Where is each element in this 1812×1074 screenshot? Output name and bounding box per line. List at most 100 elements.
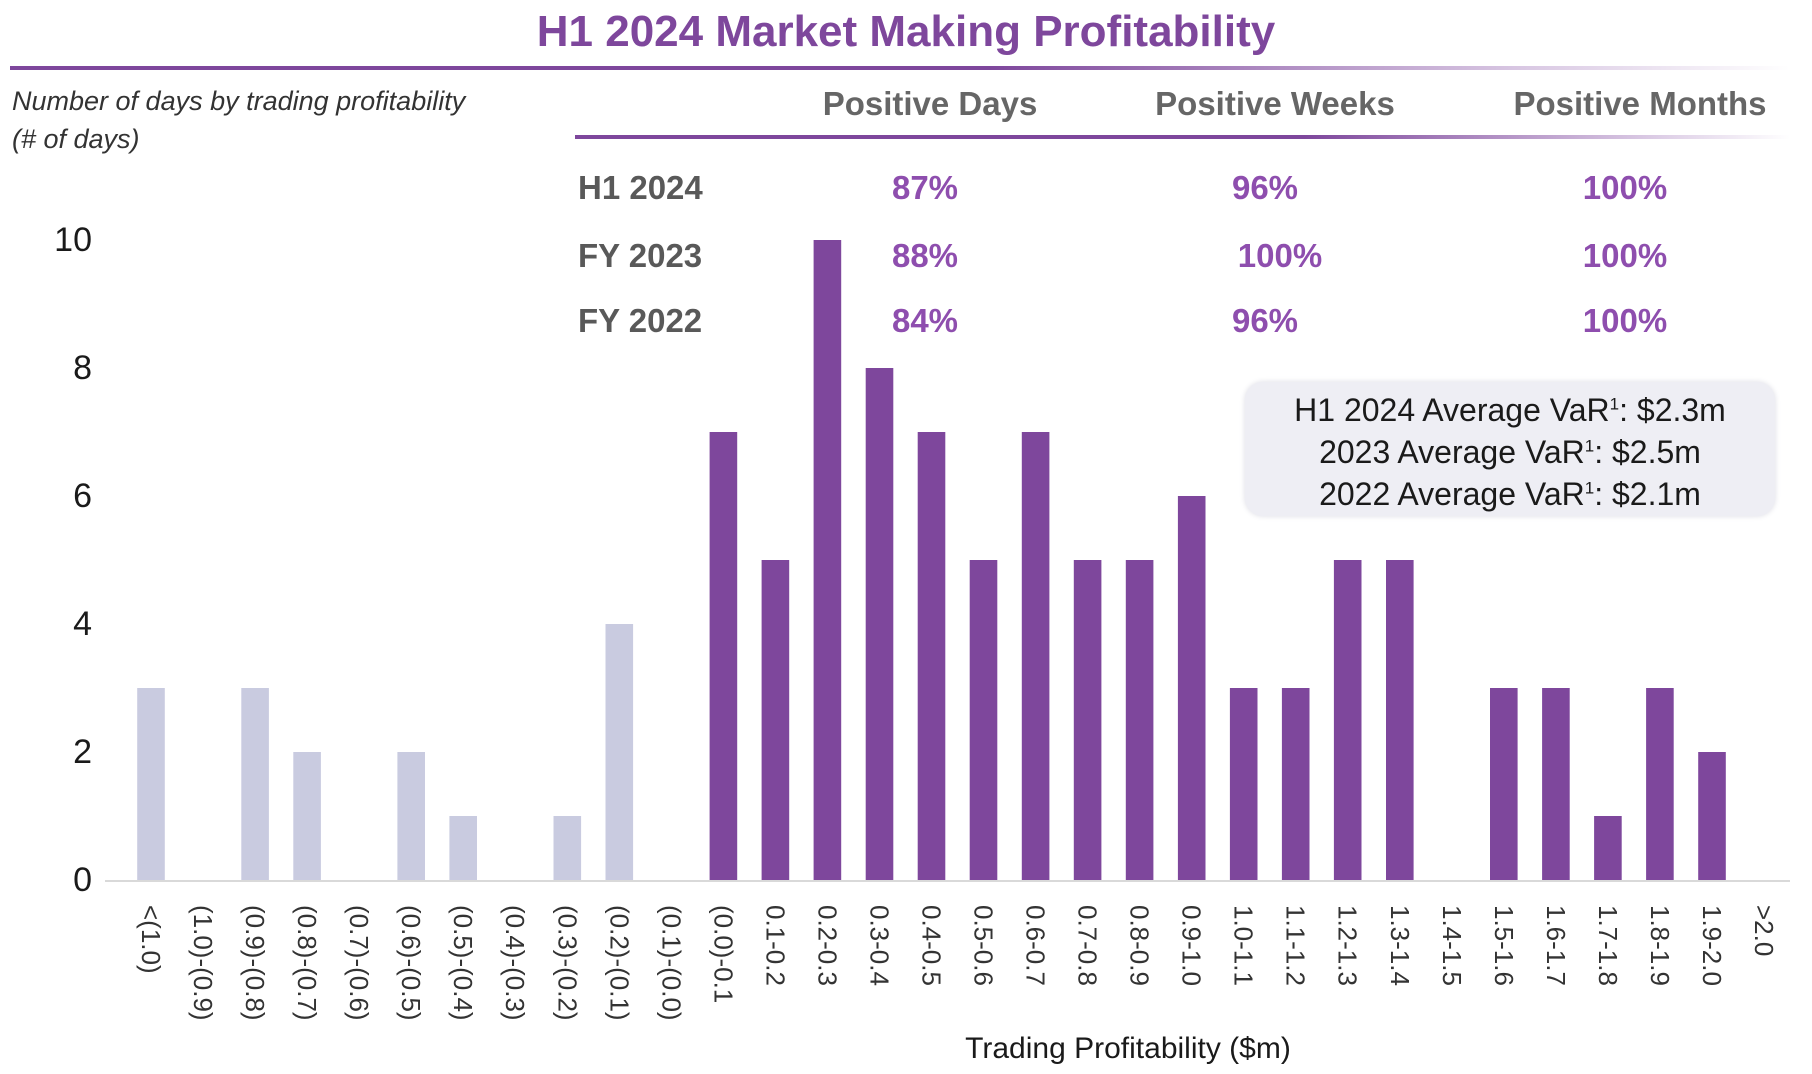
chart-title-text: H1 2024 Market Making Profitability [536,7,1276,56]
x-tick-label: 0.2-0.3 [812,905,842,986]
y-ticks-group: 0 2 4 6 8 10 [54,221,92,899]
stats-col-positive-months: Positive Months [1513,85,1767,122]
var-line-h1-2024-text: H1 2024 Average VaR [1294,392,1610,428]
x-tick-label: 0.9-1.0 [1177,905,1207,986]
bar-30 [1698,752,1726,880]
bar-22 [1281,688,1310,880]
bar-13 [813,240,842,880]
y-tick-label: 2 [73,733,92,771]
var-footnote-marker: 1 [1584,478,1595,498]
bar-19 [1125,560,1154,880]
bar-6 [449,816,477,880]
bar-17 [1021,432,1050,880]
stats-row-label-fy-2022: FY 2022 [578,302,703,339]
x-tick-label: 0.4-0.5 [917,905,947,986]
y-tick-label: 0 [73,861,92,899]
bar-2 [241,688,269,880]
bar-3 [293,752,321,880]
x-tick-label: 1.1-1.2 [1281,905,1311,986]
x-tick-label: 1.9-2.0 [1697,905,1727,986]
x-tick-label: 0.1-0.2 [760,905,790,986]
x-tick-label: (0.0)-0.1 [708,905,738,1003]
var-line-2023: 2023 Average VaR1: $2.5m [1245,431,1775,473]
y-tick-label: 6 [73,477,92,515]
bar-24 [1386,560,1414,880]
x-tick-label: 1.7-1.8 [1593,905,1623,986]
bar-5 [397,752,425,880]
x-tick-label: (1.0)-(0.9) [188,905,218,1021]
y-tick-label: 10 [54,221,92,259]
var-line-h1-2024: H1 2024 Average VaR1: $2.3m [1245,389,1775,431]
bar-8 [553,816,582,880]
x-tick-label: <(1.0) [136,905,166,974]
bars-group [137,240,1726,880]
bar-15 [917,432,946,880]
x-tick-label: (0.9)-(0.8) [240,905,270,1021]
x-tick-label: (0.7)-(0.6) [344,905,374,1021]
x-tick-label: 1.3-1.4 [1385,905,1415,986]
stats-row-label-fy-2023: FY 2023 [578,237,703,274]
x-tick-label: 1.5-1.6 [1489,905,1519,986]
x-tick-label: (0.8)-(0.7) [292,905,322,1021]
bar-27 [1542,688,1570,880]
y-axis-label-line2: (# of days) [12,124,140,154]
stats-col-positive-days: Positive Days [822,85,1038,122]
x-tick-label: 1.2-1.3 [1333,905,1363,986]
stats-row-label-h1-2024: H1 2024 [578,169,703,206]
x-tick-label: 0.3-0.4 [865,905,895,986]
stats-cell-h1-2024-months: 100% [1582,169,1668,206]
x-tick-label: (0.4)-(0.3) [500,905,530,1021]
var-line-2023-text: 2023 Average VaR [1319,434,1585,470]
x-tick-label: 1.0-1.1 [1229,905,1259,986]
x-tick-label: 0.7-0.8 [1073,905,1103,986]
bar-20 [1177,496,1206,880]
bar-9 [605,624,634,880]
x-tick-label: 1.8-1.9 [1645,905,1675,986]
x-tick-label: (0.3)-(0.2) [552,905,582,1021]
stats-cell-fy-2023-weeks: 100% [1237,237,1323,274]
var-footnote-marker: 1 [1584,436,1595,456]
bar-0 [137,688,165,880]
x-tick-label: 1.6-1.7 [1541,905,1571,986]
y-tick-label: 4 [73,605,92,643]
var-line-2023-value: : $2.5m [1594,434,1701,470]
chart-title: H1 2024 Market Making Profitability [0,2,1812,62]
x-tick-label: (0.2)-(0.1) [604,905,634,1021]
x-tick-label: (0.1)-(0.0) [656,905,686,1021]
stats-cell-fy-2022-weeks: 96% [1231,302,1299,339]
bar-11 [709,432,738,880]
x-ticks-group: <(1.0) (1.0)-(0.9) (0.9)-(0.8) (0.8)-(0.7) (… [136,905,1779,1021]
bar-29 [1646,688,1674,880]
bar-26 [1490,688,1518,880]
bar-14 [865,368,894,880]
var-line-2022-text: 2022 Average VaR [1319,476,1585,512]
stats-cell-fy-2023-months: 100% [1582,237,1668,274]
y-axis-label: Number of days by trading profitability … [12,82,572,158]
bar-23 [1333,560,1362,880]
y-tick-label: 8 [73,349,92,387]
stats-cell-h1-2024-weeks: 96% [1231,169,1299,206]
stats-cell-fy-2022-months: 100% [1582,302,1668,339]
var-summary-box: H1 2024 Average VaR1: $2.3m 2023 Average… [1245,382,1775,516]
title-divider [10,66,1790,70]
stats-col-positive-weeks: Positive Weeks [1155,85,1395,122]
bar-18 [1073,560,1102,880]
bar-12 [761,560,790,880]
var-footnote-marker: 1 [1609,394,1620,414]
x-axis-title: Trading Profitability ($m) [965,1032,1291,1065]
bar-16 [969,560,998,880]
stats-cell-fy-2023-days: 88% [891,237,959,274]
stats-divider [575,135,1790,139]
x-tick-label: 0.6-0.7 [1021,905,1051,986]
x-tick-label: 0.8-0.9 [1125,905,1155,986]
x-tick-label: 0.5-0.6 [969,905,999,986]
stats-cell-fy-2022-days: 84% [891,302,959,339]
y-axis-label-line1: Number of days by trading profitability [12,86,466,116]
x-tick-label: >2.0 [1749,905,1779,956]
var-line-2022: 2022 Average VaR1: $2.1m [1245,473,1775,515]
x-tick-label: (0.5)-(0.4) [448,905,478,1021]
stats-cell-h1-2024-days: 87% [891,169,959,206]
bar-21 [1229,688,1258,880]
x-tick-label: (0.6)-(0.5) [396,905,426,1021]
